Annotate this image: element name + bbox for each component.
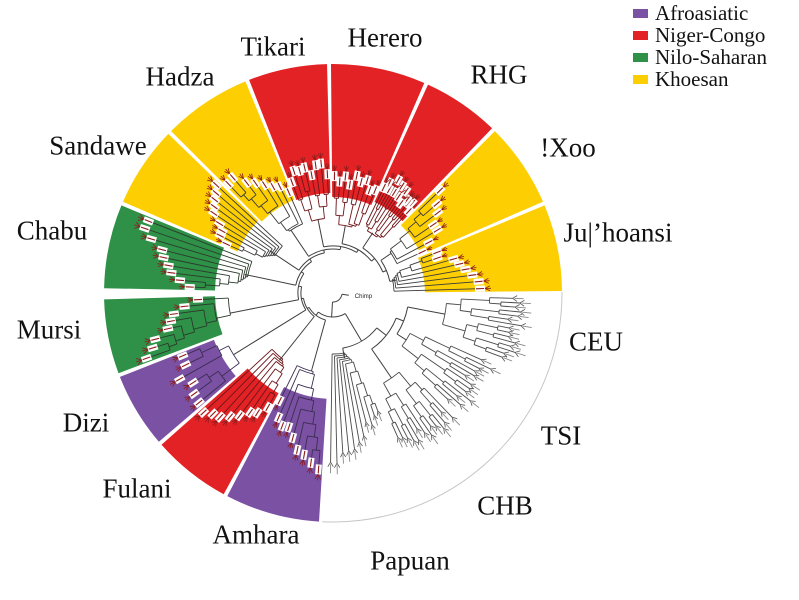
legend-item-niger-congo: Niger-Congo bbox=[633, 24, 767, 46]
outgroup-label: Chimp bbox=[355, 294, 373, 300]
legend-label-nilo-saharan: Nilo-Saharan bbox=[655, 45, 767, 69]
population-label-chb: CHB bbox=[477, 490, 533, 521]
family-wedge bbox=[104, 296, 223, 374]
family-wedge bbox=[161, 368, 279, 495]
family-wedge bbox=[331, 63, 425, 205]
population-label-ceu: CEU bbox=[569, 326, 623, 357]
population-label-mursi: Mursi bbox=[16, 314, 82, 345]
family-wedge bbox=[227, 387, 327, 522]
family-wedge bbox=[418, 205, 562, 293]
legend-label-khoesan: Khoesan bbox=[655, 67, 729, 91]
population-label-amhara: Amhara bbox=[212, 519, 300, 550]
population-label-ju-hoansi: Ju|’hoansi bbox=[563, 217, 673, 248]
population-label-papuan: Papuan bbox=[370, 545, 450, 576]
legend-label-niger-congo: Niger-Congo bbox=[655, 23, 766, 47]
population-label-dizi: Dizi bbox=[62, 407, 110, 438]
population-label-herero: Herero bbox=[347, 22, 423, 53]
legend-swatch-nilo-saharan-icon bbox=[633, 52, 648, 62]
legend-item-nilo-saharan: Nilo-Saharan bbox=[633, 46, 767, 68]
population-label-tikari: Tikari bbox=[240, 31, 306, 62]
population-label-sandawe: Sandawe bbox=[49, 130, 147, 161]
population-label-fulani: Fulani bbox=[102, 473, 172, 504]
legend-swatch-niger-congo-icon bbox=[633, 30, 648, 40]
legend-item-khoesan: Khoesan bbox=[633, 68, 767, 90]
legend-label-afroasiatic: Afroasiatic bbox=[655, 1, 749, 25]
legend-swatch-khoesan-icon bbox=[633, 74, 648, 84]
legend: Afroasiatic Niger-Congo Nilo-Saharan Kho… bbox=[633, 2, 767, 90]
family-wedge bbox=[119, 339, 236, 442]
population-label-xoo: !Xoo bbox=[540, 132, 596, 163]
population-label-tsi: TSI bbox=[540, 420, 582, 451]
population-label-rhg: RHG bbox=[470, 59, 528, 90]
legend-swatch-afroasiatic-icon bbox=[633, 8, 648, 18]
legend-item-afroasiatic: Afroasiatic bbox=[633, 2, 767, 24]
population-label-hadza: Hadza bbox=[145, 61, 215, 92]
family-wedge bbox=[123, 133, 259, 252]
population-label-chabu: Chabu bbox=[16, 215, 88, 246]
